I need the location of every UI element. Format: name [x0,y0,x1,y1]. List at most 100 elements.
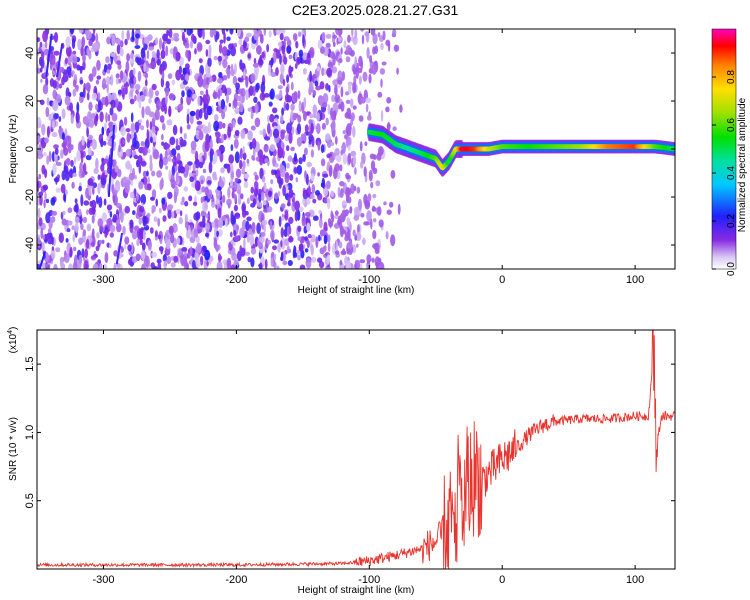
noise-cell [111,177,114,185]
noise-cell [356,186,361,194]
noise-cell [187,161,193,166]
noise-cell [129,98,135,105]
noise-cell [242,146,245,154]
noise-cell [72,261,78,269]
noise-cell [165,94,168,105]
noise-cell [222,122,226,129]
noise-cell [329,164,333,176]
noise-cell [246,197,250,205]
noise-cell [154,108,160,121]
noise-cell [289,174,294,181]
noise-cell [370,160,376,171]
noise-cell [264,258,268,269]
noise-cell [162,33,168,42]
noise-cell [111,112,118,122]
noise-cell [159,157,164,169]
noise-cell [270,179,274,185]
noise-cell [360,213,365,218]
noise-cell [217,77,224,84]
noise-cell [69,144,74,151]
noise-cell [195,258,201,268]
noise-cell [211,201,216,208]
noise-cell [123,243,127,250]
noise-cell [230,68,235,77]
noise-cell [280,63,285,75]
noise-cell [306,53,311,65]
noise-cell [334,148,340,157]
noise-cell [151,189,157,199]
noise-cell [228,43,234,50]
noise-cell [355,68,359,79]
snr-y-multiplier-close: ) [8,327,19,330]
noise-cell [266,196,271,202]
noise-cell [95,79,100,85]
noise-cell [247,107,253,112]
noise-cell [92,186,95,195]
noise-cell [392,29,397,37]
noise-cell [255,82,260,91]
noise-cell [234,235,240,242]
noise-cell [198,58,203,64]
snr-y-multiplier-exponent: 4 [7,330,14,334]
noise-cell [164,104,168,115]
noise-cell [345,195,349,204]
noise-cell [71,225,75,230]
noise-cell [323,234,328,245]
noise-cell [166,119,173,126]
noise-cell [91,199,97,210]
noise-cell [218,218,224,228]
noise-cell [87,134,93,141]
noise-cell [50,46,54,51]
noise-cell [277,242,281,253]
noise-cell [339,191,344,198]
noise-cell [181,31,185,42]
snr-y-axis-label: SNR (10 * v/v) [8,417,19,481]
noise-cell [235,82,241,90]
noise-cell [334,136,338,145]
noise-cell [318,218,323,229]
noise-cell [226,198,232,207]
noise-cell [92,29,96,35]
noise-cell [38,217,43,227]
noise-cell [260,212,265,222]
noise-cell [362,71,368,82]
noise-cell [158,207,162,214]
noise-streak [38,251,46,269]
noise-cell [91,214,95,224]
noise-cell [212,175,218,181]
noise-cell [144,138,150,150]
noise-cell [101,212,108,223]
noise-cell [92,263,99,269]
noise-cell [96,232,100,239]
colorbar-frame [711,28,737,270]
noise-cell [132,67,136,76]
noise-cell [273,239,280,244]
noise-cell [229,178,234,187]
noise-cell [368,73,372,84]
noise-cell [239,59,243,70]
noise-cell [86,209,89,216]
noise-cell [51,236,54,246]
noise-cell [142,242,146,251]
noise-cell [298,31,302,37]
noise-cell [337,218,342,226]
noise-cell [151,126,156,133]
noise-cell [193,228,199,238]
noise-cell [80,223,84,231]
noise-cell [327,62,334,68]
noise-cell [170,36,175,41]
x-tick-label: -200 [225,574,247,586]
noise-cell [338,36,342,43]
noise-cell [162,123,166,131]
noise-cell [74,222,79,234]
noise-cell [269,144,276,152]
noise-cell [207,57,212,68]
noise-cell [137,154,143,165]
noise-cell [215,31,220,40]
noise-cell [379,262,385,269]
noise-cell [203,126,209,135]
noise-cell [88,184,92,197]
noise-cell [219,39,224,44]
noise-cell [372,193,377,199]
noise-cell [339,212,346,223]
